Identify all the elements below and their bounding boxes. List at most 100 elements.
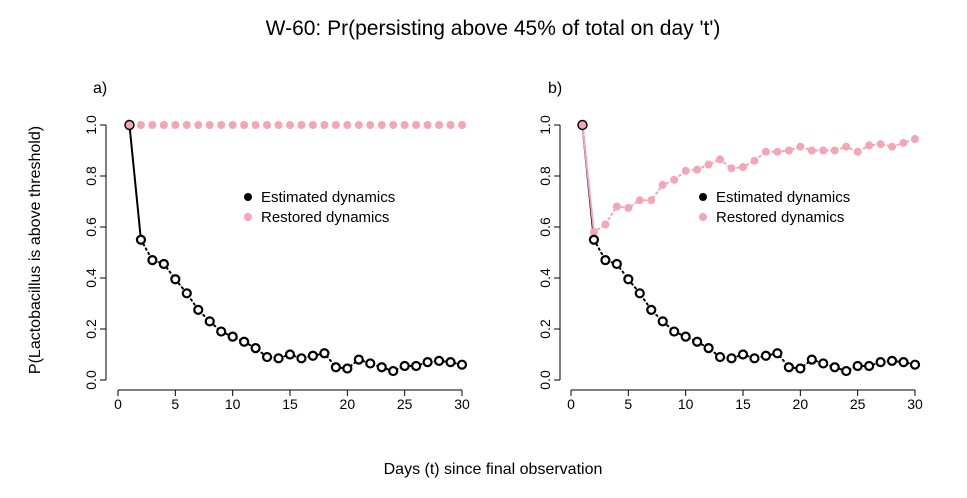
panel-a: a) 0 5 10 15 20 25 30 0.0 0.2 0.4 0.6 0.8 1.0 Estimate… <box>83 80 470 412</box>
restored-point <box>263 121 272 129</box>
legend-marker-restored <box>699 213 707 221</box>
estimated-dotted-line <box>592 238 916 373</box>
y-tick-label: 0.4 <box>83 268 99 288</box>
x-tick-label: 5 <box>624 396 632 412</box>
estimated-point <box>898 357 909 368</box>
estimated-point <box>319 348 330 359</box>
restored-point <box>681 166 690 175</box>
start-point <box>124 119 135 131</box>
estimated-point <box>445 357 456 368</box>
restored-point <box>601 220 610 229</box>
estimated-point <box>841 365 852 377</box>
restored-point <box>589 228 598 237</box>
estimated-point <box>170 274 181 285</box>
restored-point <box>136 121 145 129</box>
restored-point <box>830 146 839 155</box>
x-tick-label: 10 <box>678 396 694 412</box>
estimated-point <box>296 353 307 364</box>
x-tick-label: 30 <box>907 396 923 412</box>
x-tick-label: 0 <box>567 396 575 412</box>
y-tick-label: 0.8 <box>537 166 553 186</box>
estimated-point <box>772 348 783 359</box>
x-tick-label: 10 <box>225 396 241 412</box>
estimated-point <box>646 304 657 315</box>
restored-point <box>693 165 702 174</box>
y-tick-label: 0.0 <box>537 370 553 390</box>
restored-point <box>171 121 180 129</box>
estimated-point <box>760 350 772 361</box>
estimated-point <box>829 362 840 373</box>
x-tick-label: 0 <box>114 396 122 412</box>
estimated-point <box>657 316 668 327</box>
legend-label-restored: Restored dynamics <box>716 209 844 226</box>
estimated-point <box>399 360 410 372</box>
restored-point <box>750 156 759 165</box>
restored-point <box>297 121 306 129</box>
y-tick-label: 0.4 <box>537 268 553 288</box>
estimated-point <box>611 258 622 270</box>
estimated-point <box>886 355 898 366</box>
estimated-point <box>204 316 215 327</box>
restored-point <box>853 147 862 156</box>
restored-point <box>819 146 828 155</box>
estimated-point <box>376 362 387 373</box>
estimated-point <box>181 288 192 299</box>
restored-point <box>423 121 432 129</box>
restored-point <box>320 121 329 129</box>
panel-b: b) 0 5 10 15 20 25 30 0.0 0.2 0.4 0.6 0.8 1.0 Estimate… <box>537 80 923 412</box>
legend-marker-restored <box>244 213 252 221</box>
y-axis-label: P(Lactobacillus is above threshold) <box>27 126 44 374</box>
restored-point <box>670 175 679 184</box>
y-tick-label: 0.8 <box>83 166 99 186</box>
estimated-point <box>250 343 261 354</box>
estimated-point <box>818 358 829 369</box>
restored-point <box>739 163 747 172</box>
restored-point <box>286 121 294 129</box>
restored-point <box>807 146 816 155</box>
estimated-point <box>714 351 726 363</box>
y-tick-label: 0.6 <box>537 217 553 237</box>
y-tick-label: 0.2 <box>537 319 553 339</box>
x-tick-label: 15 <box>735 396 751 412</box>
estimated-point <box>342 363 353 374</box>
estimated-point <box>588 234 600 245</box>
estimated-point <box>864 360 875 372</box>
restored-point <box>377 121 386 129</box>
estimated-point <box>284 349 296 360</box>
estimated-point <box>388 365 399 377</box>
restored-point <box>727 164 736 173</box>
estimated-point <box>795 363 806 374</box>
restored-point <box>182 121 191 129</box>
x-tick-label: 30 <box>454 396 470 412</box>
x-axis-label: Days (t) since final observation <box>384 461 603 478</box>
restored-point <box>635 196 644 205</box>
estimated-point <box>600 255 611 266</box>
restored-point <box>761 147 770 156</box>
restored-point <box>389 121 398 129</box>
estimated-point <box>422 357 433 368</box>
estimated-point <box>411 360 422 372</box>
panel-label: b) <box>548 80 562 97</box>
restored-point <box>888 142 897 151</box>
restored-point <box>796 142 805 151</box>
estimated-initial-segment <box>128 124 142 240</box>
restored-point <box>704 160 713 169</box>
y-tick-label: 0.2 <box>83 319 99 339</box>
restored-point <box>612 202 621 211</box>
estimated-dotted-line <box>139 238 463 373</box>
estimated-point <box>147 255 158 266</box>
x-tick-label: 5 <box>171 396 179 412</box>
estimated-point <box>875 357 886 368</box>
x-tick-label: 25 <box>850 396 866 412</box>
restored-point <box>773 147 782 156</box>
restored-point <box>148 121 157 129</box>
estimated-point <box>261 351 273 363</box>
estimated-point <box>680 331 691 342</box>
x-tick-label: 20 <box>793 396 809 412</box>
legend-marker-estimated <box>244 193 252 201</box>
restored-initial-segment <box>581 124 595 233</box>
restored-point <box>274 121 283 129</box>
estimated-point <box>749 353 760 364</box>
estimated-point <box>783 362 794 373</box>
restored-point <box>228 121 237 129</box>
